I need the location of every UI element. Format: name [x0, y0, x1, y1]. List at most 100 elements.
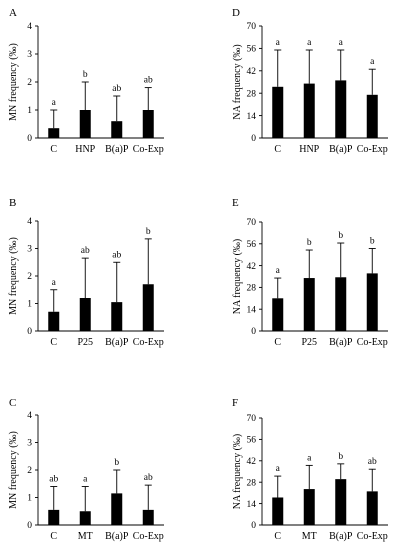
- bar: [48, 128, 60, 138]
- x-tick-label: Co-Exp: [357, 531, 388, 542]
- significance-label: b: [83, 70, 88, 80]
- x-tick-label: MT: [302, 531, 317, 542]
- significance-label: b: [307, 238, 312, 248]
- y-tick-label: 0: [27, 134, 32, 144]
- y-tick-label: 0: [27, 327, 32, 337]
- y-tick-label: 1: [27, 106, 32, 116]
- x-tick-label: Co-Exp: [133, 144, 164, 155]
- y-axis-title: MN frequency (‰): [8, 237, 19, 315]
- y-tick-label: 0: [27, 521, 32, 531]
- panel-letter: D: [232, 7, 240, 19]
- bar: [335, 80, 347, 138]
- y-tick-label: 0: [251, 134, 256, 144]
- bar: [48, 509, 60, 525]
- x-tick-label: Co-Exp: [133, 337, 164, 348]
- significance-label: a: [52, 98, 57, 108]
- bar: [79, 298, 91, 331]
- bar: [335, 277, 347, 331]
- significance-label: a: [307, 38, 312, 48]
- significance-label: ab: [112, 84, 121, 94]
- x-tick-label: C: [274, 337, 281, 348]
- significance-label: ab: [112, 250, 121, 260]
- significance-label: a: [307, 453, 312, 463]
- y-tick-label: 1: [27, 300, 32, 310]
- y-tick-label: 70: [247, 218, 257, 228]
- bar: [303, 489, 315, 525]
- y-tick-label: 28: [247, 284, 257, 294]
- y-tick-label: 28: [247, 478, 257, 488]
- y-tick-label: 70: [247, 22, 257, 32]
- significance-label: b: [370, 236, 375, 246]
- y-tick-label: 70: [247, 414, 257, 424]
- significance-label: b: [338, 231, 343, 241]
- x-tick-label: Co-Exp: [133, 531, 164, 542]
- x-tick-label: B(a)P: [329, 337, 353, 348]
- significance-label: ab: [81, 246, 90, 256]
- panel-letter: E: [232, 197, 239, 209]
- bar: [272, 497, 284, 525]
- panel-letter: C: [9, 397, 16, 409]
- x-tick-label: HNP: [299, 144, 319, 155]
- panel-letter: B: [9, 197, 16, 209]
- significance-label: a: [276, 38, 281, 48]
- bar: [111, 302, 123, 331]
- y-tick-label: 42: [247, 67, 257, 77]
- bar: [48, 311, 60, 331]
- bar: [335, 479, 347, 525]
- y-tick-label: 28: [247, 89, 257, 99]
- bar: [111, 121, 123, 138]
- significance-label: a: [339, 38, 344, 48]
- bar: [79, 511, 91, 525]
- y-tick-label: 14: [247, 305, 257, 315]
- x-tick-label: B(a)P: [105, 531, 129, 542]
- y-tick-label: 56: [247, 436, 257, 446]
- significance-label: ab: [144, 76, 153, 86]
- significance-label: ab: [49, 475, 58, 485]
- bar: [272, 298, 284, 331]
- x-tick-label: C: [274, 531, 281, 542]
- bar: [366, 491, 378, 525]
- significance-label: a: [83, 475, 88, 485]
- panel-letter: A: [9, 7, 17, 19]
- y-tick-label: 56: [247, 45, 257, 55]
- y-tick-label: 4: [27, 22, 32, 32]
- x-tick-label: P25: [301, 337, 317, 348]
- significance-label: a: [276, 464, 281, 474]
- y-tick-label: 3: [27, 50, 32, 60]
- significance-label: ab: [144, 473, 153, 483]
- y-tick-label: 0: [251, 521, 256, 531]
- bar: [366, 273, 378, 331]
- x-tick-label: HNP: [75, 144, 95, 155]
- y-tick-label: 42: [247, 457, 257, 467]
- x-tick-label: MT: [78, 531, 93, 542]
- significance-label: b: [114, 458, 119, 468]
- y-tick-label: 3: [27, 245, 32, 255]
- y-axis-title: NA frequency (‰): [232, 44, 243, 120]
- significance-label: ab: [368, 457, 377, 467]
- y-tick-label: 0: [251, 327, 256, 337]
- bar: [142, 110, 154, 138]
- x-tick-label: P25: [77, 337, 93, 348]
- y-tick-label: 2: [27, 272, 32, 282]
- y-tick-label: 3: [27, 439, 32, 449]
- bar: [79, 110, 91, 138]
- bar: [142, 509, 154, 525]
- bar: [366, 94, 378, 138]
- bar: [303, 83, 315, 138]
- significance-label: a: [276, 266, 281, 276]
- panel-letter: F: [232, 397, 238, 409]
- y-tick-label: 42: [247, 262, 257, 272]
- y-tick-label: 56: [247, 240, 257, 250]
- x-tick-label: Co-Exp: [357, 144, 388, 155]
- significance-label: b: [146, 227, 151, 237]
- bar: [142, 284, 154, 331]
- bar: [272, 86, 284, 138]
- y-tick-label: 4: [27, 217, 32, 227]
- x-tick-label: C: [274, 144, 281, 155]
- bar: [111, 493, 123, 525]
- y-axis-title: NA frequency (‰): [232, 434, 243, 510]
- bar: [303, 278, 315, 331]
- y-tick-label: 1: [27, 494, 32, 504]
- x-tick-label: B(a)P: [105, 337, 129, 348]
